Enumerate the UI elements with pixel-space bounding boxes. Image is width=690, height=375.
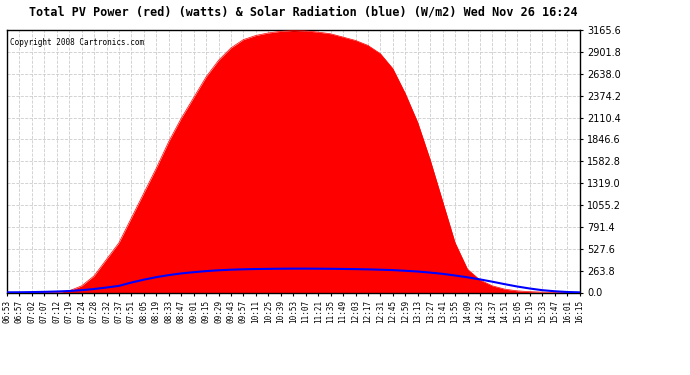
Text: Copyright 2008 Cartronics.com: Copyright 2008 Cartronics.com <box>10 38 144 47</box>
Text: Total PV Power (red) (watts) & Solar Radiation (blue) (W/m2) Wed Nov 26 16:24: Total PV Power (red) (watts) & Solar Rad… <box>29 6 578 19</box>
